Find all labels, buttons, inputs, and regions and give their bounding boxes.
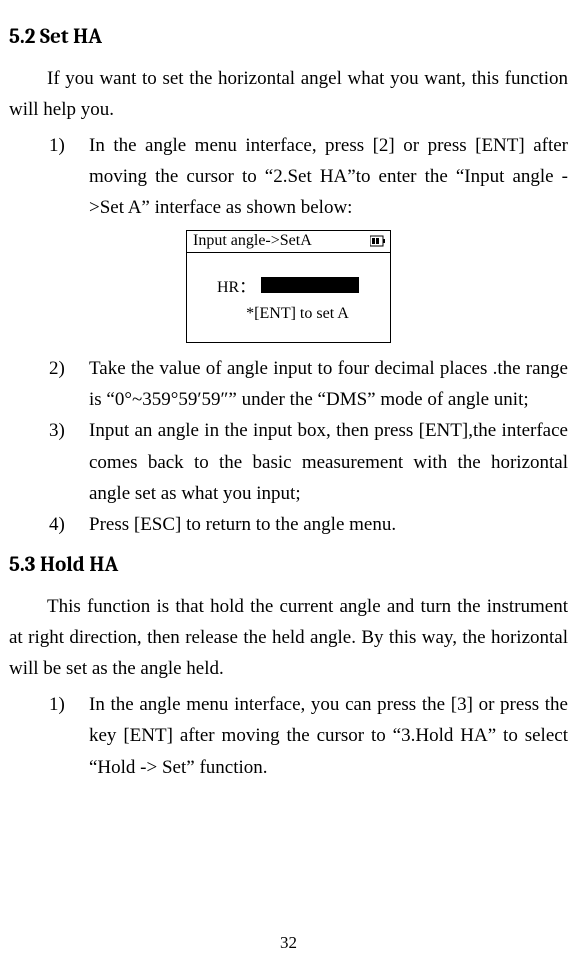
list-number: 1) <box>9 689 89 783</box>
list-item: 4) Press [ESC] to return to the angle me… <box>9 509 568 540</box>
lcd-hr-label: HR： <box>217 273 255 297</box>
list-number: 1) <box>9 130 89 224</box>
list-item: 3) Input an angle in the input box, then… <box>9 415 568 509</box>
list-text: Input an angle in the input box, then pr… <box>89 415 568 509</box>
list-text: Take the value of angle input to four de… <box>89 353 568 416</box>
section-5-3-intro: This function is that hold the current a… <box>9 591 568 685</box>
list-text: In the angle menu interface, you can pre… <box>89 689 568 783</box>
page-number: 32 <box>0 933 577 953</box>
list-number: 2) <box>9 353 89 416</box>
section-5-2-heading: 5.2 Set HA <box>9 25 568 49</box>
list-text: Press [ESC] to return to the angle menu. <box>89 509 568 540</box>
section-5-2-list: 1) In the angle menu interface, press [2… <box>9 130 568 224</box>
lcd-screen-diagram: Input angle->SetA HR： *[ENT] to set A <box>186 230 391 343</box>
section-5-3-list: 1) In the angle menu interface, you can … <box>9 689 568 783</box>
list-number: 3) <box>9 415 89 509</box>
list-item: 1) In the angle menu interface, press [2… <box>9 130 568 224</box>
section-5-2-list-cont: 2) Take the value of angle input to four… <box>9 353 568 541</box>
battery-icon <box>370 235 386 247</box>
lcd-input-box <box>261 277 359 293</box>
list-number: 4) <box>9 509 89 540</box>
lcd-title: Input angle->SetA <box>193 232 312 250</box>
section-5-3-heading: 5.3 Hold HA <box>9 553 568 577</box>
section-5-2-intro: If you want to set the horizontal angel … <box>9 63 568 126</box>
list-item: 2) Take the value of angle input to four… <box>9 353 568 416</box>
list-text: In the angle menu interface, press [2] o… <box>89 130 568 224</box>
lcd-hint: *[ENT] to set A <box>187 305 390 323</box>
list-item: 1) In the angle menu interface, you can … <box>9 689 568 783</box>
